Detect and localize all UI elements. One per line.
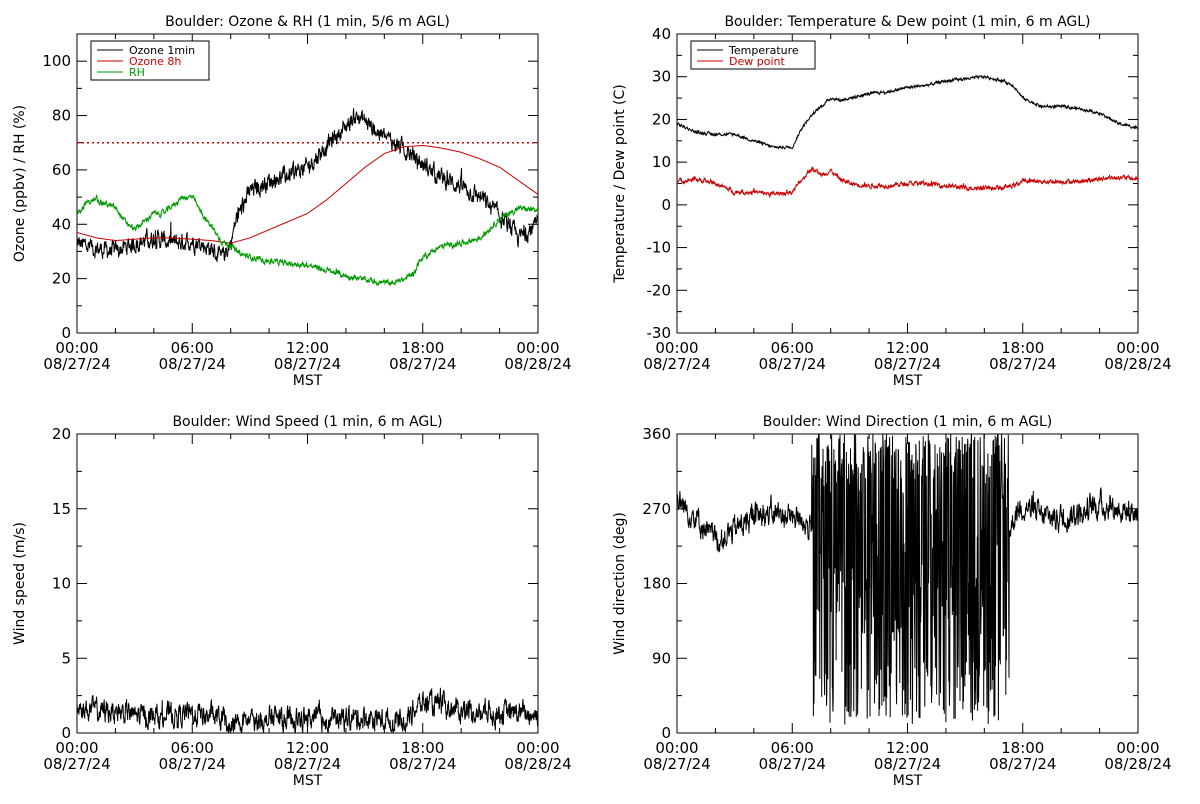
y-axis-label-3: Wind direction (deg) — [612, 512, 628, 655]
x-tick-time-1-3: 18:00 — [1001, 339, 1044, 357]
x-tick-date-2-3: 08/27/24 — [389, 755, 456, 773]
y-axis-label-1: Temperature / Dew point (C) — [612, 84, 628, 283]
x-tick-date-3-1: 08/27/24 — [759, 755, 826, 773]
y-tick-label-3-4: 360 — [642, 425, 671, 443]
y-tick-label-1-2: -10 — [647, 239, 672, 257]
x-tick-date-1-4: 08/28/24 — [1104, 355, 1171, 373]
series-line-0-1 — [77, 144, 538, 244]
y-tick-label-2-4: 20 — [52, 425, 71, 443]
x-tick-time-1-2: 12:00 — [886, 339, 929, 357]
x-tick-time-1-4: 00:00 — [1116, 339, 1159, 357]
y-tick-label-0-1: 20 — [52, 270, 71, 288]
y-tick-label-1-1: -20 — [647, 281, 672, 299]
x-tick-time-3-0: 00:00 — [655, 739, 698, 757]
x-tick-time-1-1: 06:00 — [771, 339, 814, 357]
x-tick-date-0-2: 08/27/24 — [274, 355, 341, 373]
x-tick-time-1-0: 00:00 — [655, 339, 698, 357]
x-tick-date-1-1: 08/27/24 — [759, 355, 826, 373]
y-tick-label-2-2: 10 — [52, 575, 71, 593]
x-tick-date-0-3: 08/27/24 — [389, 355, 456, 373]
y-tick-label-3-0: 0 — [661, 724, 671, 742]
x-axis-label-3: MST — [893, 773, 923, 789]
x-axis-label-1: MST — [893, 373, 923, 389]
x-tick-date-3-3: 08/27/24 — [989, 755, 1056, 773]
chart-title-3: Boulder: Wind Direction (1 min, 6 m AGL) — [763, 414, 1052, 430]
y-tick-label-1-7: 40 — [652, 25, 671, 43]
y-axis-label-2: Wind speed (m/s) — [12, 522, 28, 645]
x-tick-date-1-3: 08/27/24 — [989, 355, 1056, 373]
x-tick-time-0-3: 18:00 — [401, 339, 444, 357]
series-line-2-0 — [77, 687, 538, 733]
x-tick-time-0-2: 12:00 — [286, 339, 329, 357]
y-tick-label-0-4: 80 — [52, 107, 71, 125]
x-tick-date-1-2: 08/27/24 — [874, 355, 941, 373]
x-axis-label-2: MST — [293, 773, 323, 789]
y-tick-label-1-4: 10 — [652, 153, 671, 171]
y-tick-label-1-5: 20 — [652, 110, 671, 128]
y-tick-label-3-1: 90 — [652, 649, 671, 667]
x-tick-date-3-0: 08/27/24 — [643, 755, 710, 773]
x-tick-time-2-0: 00:00 — [55, 739, 98, 757]
x-tick-time-2-3: 18:00 — [401, 739, 444, 757]
y-tick-label-1-0: -30 — [647, 324, 672, 342]
y-tick-label-0-3: 60 — [52, 161, 71, 179]
x-tick-time-3-4: 00:00 — [1116, 739, 1159, 757]
legend-box-1 — [690, 40, 816, 70]
y-tick-label-1-3: 0 — [661, 196, 671, 214]
series-line-0-2 — [77, 194, 538, 287]
x-tick-date-1-0: 08/27/24 — [643, 355, 710, 373]
x-tick-date-0-1: 08/27/24 — [159, 355, 226, 373]
chart-title-2: Boulder: Wind Speed (1 min, 6 m AGL) — [172, 414, 442, 430]
x-tick-time-0-0: 00:00 — [55, 339, 98, 357]
x-tick-time-3-2: 12:00 — [886, 739, 929, 757]
x-tick-date-2-2: 08/27/24 — [274, 755, 341, 773]
x-tick-time-0-1: 06:00 — [171, 339, 214, 357]
chart-title-1: Boulder: Temperature & Dew point (1 min,… — [724, 14, 1090, 30]
x-tick-time-2-4: 00:00 — [516, 739, 559, 757]
series-line-0-0 — [77, 108, 538, 262]
x-tick-date-3-2: 08/27/24 — [874, 755, 941, 773]
y-tick-label-1-6: 30 — [652, 68, 671, 86]
chart-title-0: Boulder: Ozone & RH (1 min, 5/6 m AGL) — [165, 14, 450, 30]
series-line-3-0 — [677, 434, 1138, 725]
x-tick-time-3-1: 06:00 — [771, 739, 814, 757]
x-tick-time-3-3: 18:00 — [1001, 739, 1044, 757]
legend-label-0-2: RH — [129, 66, 145, 79]
x-tick-time-2-1: 06:00 — [171, 739, 214, 757]
legend-label-1-0: Temperature — [728, 44, 799, 57]
x-axis-label-0: MST — [293, 373, 323, 389]
legend-label-1-1: Dew point — [729, 55, 785, 68]
y-tick-label-2-0: 0 — [61, 724, 71, 742]
plot-frame-2 — [76, 433, 539, 734]
legend-label-0-1: Ozone 8h — [129, 55, 181, 68]
series-line-1-1 — [677, 166, 1138, 199]
x-tick-date-2-4: 08/28/24 — [504, 755, 571, 773]
y-tick-label-0-0: 0 — [61, 324, 71, 342]
x-tick-date-0-0: 08/27/24 — [43, 355, 110, 373]
x-tick-date-2-1: 08/27/24 — [159, 755, 226, 773]
series-line-1-0 — [677, 74, 1138, 150]
x-tick-date-3-4: 08/28/24 — [1104, 755, 1171, 773]
y-tick-label-0-2: 40 — [52, 215, 71, 233]
y-tick-label-3-2: 180 — [642, 575, 671, 593]
x-tick-time-2-2: 12:00 — [286, 739, 329, 757]
x-tick-date-0-4: 08/28/24 — [504, 355, 571, 373]
y-tick-label-3-3: 270 — [642, 500, 671, 518]
y-axis-label-0: Ozone (ppbv) / RH (%) — [12, 105, 28, 262]
x-tick-time-0-4: 00:00 — [516, 339, 559, 357]
x-tick-date-2-0: 08/27/24 — [43, 755, 110, 773]
y-tick-label-2-1: 5 — [61, 649, 71, 667]
legend-label-0-0: Ozone 1min — [129, 44, 195, 57]
y-tick-label-0-5: 100 — [42, 52, 71, 70]
y-tick-label-2-3: 15 — [52, 500, 71, 518]
